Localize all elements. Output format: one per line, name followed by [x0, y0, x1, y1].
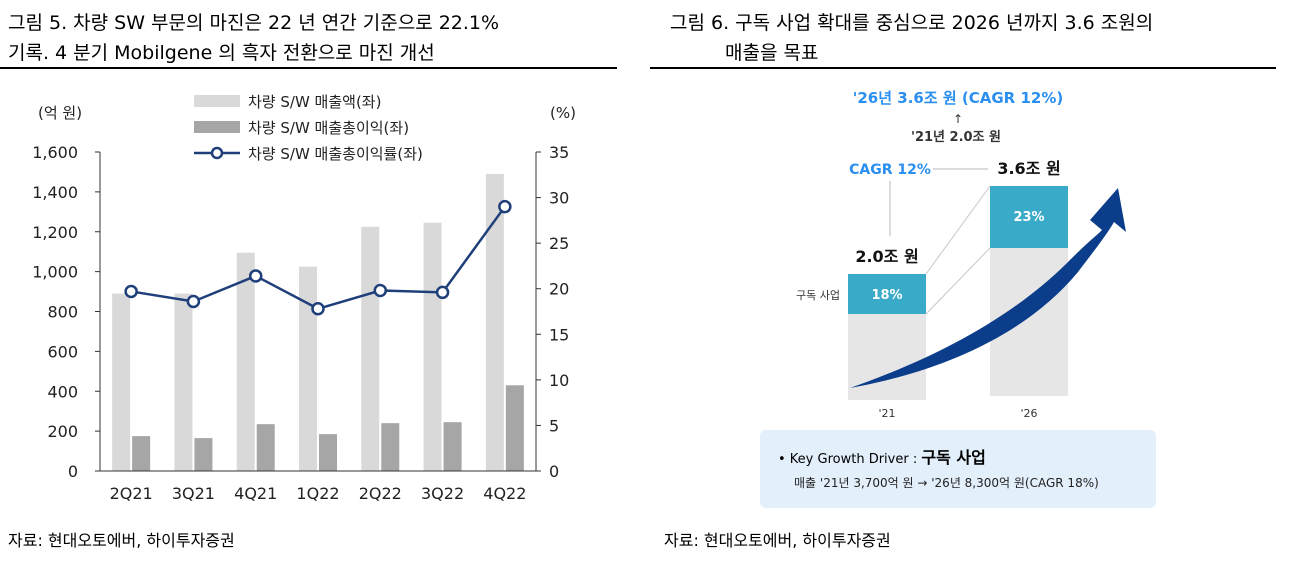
revenue-bar-2Q21 [112, 293, 131, 471]
key-growth-driver-box: • Key Growth Driver : 구독 사업 매출 '21년 3,70… [760, 430, 1156, 508]
left-tick-label: 1,600 [32, 143, 78, 162]
bar-group [112, 173, 524, 471]
legend-label-revenue: 차량 S/W 매출액(좌) [248, 93, 381, 111]
margin-point-3Q22 [435, 285, 450, 300]
x-tick-label-4Q22: 4Q22 [483, 484, 526, 503]
growth-driver-line: • Key Growth Driver : 구독 사업 [778, 444, 986, 468]
revenue-bar-4Q21 [236, 252, 255, 471]
gross-profit-bar-3Q22 [443, 422, 462, 471]
growth-driver-name: 구독 사업 [921, 448, 986, 467]
sw-margin-chart: 2Q21 3Q21 4Q21 1Q22 2Q22 3Q22 4Q22020040060080… [32, 93, 576, 503]
bar-2021-total [848, 314, 926, 400]
total-2026-label: 3.6조 원 [997, 159, 1060, 178]
year-2021-label: '21 [878, 407, 895, 420]
bar-2026-subscription [990, 186, 1068, 248]
gross-profit-bar-2Q22 [381, 423, 400, 471]
axes-group: 2Q21 3Q21 4Q21 1Q22 2Q22 3Q22 4Q22020040060080… [32, 143, 569, 503]
total-2021-label: 2.0조 원 [855, 247, 918, 266]
legend: 차량 S/W 매출액(좌) 차량 S/W 매출총이익(좌) 차량 S/W 매출총… [194, 93, 423, 163]
left-tick-label: 400 [47, 382, 78, 401]
growth-driver-prefix: • Key Growth Driver : [778, 452, 918, 467]
left-title-line2: 기록. 4 분기 Mobilgene 의 흑자 전환으로 마진 개선 [8, 42, 435, 64]
revenue-bar-2Q22 [361, 226, 380, 471]
left-tick-label: 1,200 [32, 223, 78, 242]
revenue-bar-3Q21 [174, 293, 193, 471]
cagr-label: CAGR 12% [849, 162, 931, 178]
right-title-rule [650, 67, 1276, 69]
legend-label-margin: 차량 S/W 매출총이익률(좌) [248, 145, 423, 163]
revenue-bar-3Q22 [423, 222, 442, 471]
left-tick-label: 800 [47, 303, 78, 322]
legend-label-gross-profit: 차량 S/W 매출총이익(좌) [248, 119, 409, 137]
right-title-line1: 그림 6. 구독 사업 확대를 중심으로 2026 년까지 3.6 조원의 [670, 12, 1154, 34]
up-arrow-icon: ↑ [953, 112, 963, 126]
right-tick-label: 35 [549, 143, 569, 162]
left-figure-title: 그림 5. 차량 SW 부문의 마진은 22 년 연간 기준으로 22.1% 기… [8, 8, 499, 68]
margin-point-4Q21 [248, 269, 263, 283]
right-tick-label: 5 [549, 416, 559, 435]
left-source-note: 자료: 현대오토에버, 하이투자증권 [8, 531, 235, 550]
revenue-bar-1Q22 [299, 266, 317, 471]
legend-swatch-margin-marker [210, 146, 224, 160]
margin-point-2Q22 [373, 283, 388, 298]
segment-label: 구독 사업 [796, 289, 840, 302]
connector-top [925, 185, 991, 275]
x-tick-label-2Q22: 2Q22 [359, 484, 402, 503]
right-tick-label: 25 [549, 234, 569, 253]
bar-2021-subscription [848, 274, 926, 314]
left-tick-label: 1,000 [32, 263, 78, 282]
right-tick-label: 15 [549, 325, 569, 344]
connector-bottom [925, 247, 991, 315]
right-figure-title: 그림 6. 구독 사업 확대를 중심으로 2026 년까지 3.6 조원의 매출… [670, 8, 1153, 68]
x-tick-label-4Q21: 4Q21 [234, 484, 277, 503]
revenue-bar-4Q22 [485, 173, 504, 471]
gross-profit-bar-4Q21 [256, 424, 275, 471]
left-title-line1: 그림 5. 차량 SW 부문의 마진은 22 년 연간 기준으로 22.1% [8, 12, 500, 34]
left-figure-panel: 그림 5. 차량 SW 부문의 마진은 22 년 연간 기준으로 22.1% 기… [0, 0, 620, 562]
legend-swatch-revenue [194, 95, 240, 107]
right-figure-panel: 그림 6. 구독 사업 확대를 중심으로 2026 년까지 3.6 조원의 매출… [650, 0, 1276, 562]
target-subheadline: '21년 2.0조 원 [911, 130, 1001, 145]
margin-line-group [124, 199, 512, 316]
gross-profit-bar-1Q22 [319, 434, 337, 471]
left-title-rule [0, 67, 617, 69]
margin-point-1Q22 [311, 302, 325, 316]
left-tick-label: 1,400 [32, 183, 78, 202]
gross-profit-bar-2Q21 [132, 436, 151, 471]
right-axis-unit: (%) [550, 104, 576, 122]
left-tick-label: 200 [47, 422, 78, 441]
left-tick-label: 0 [68, 462, 78, 481]
margin-point-4Q22 [498, 199, 512, 214]
x-tick-label-3Q22: 3Q22 [421, 484, 464, 503]
right-source-note: 자료: 현대오토에버, 하이투자증권 [664, 531, 891, 550]
gross-profit-bar-4Q22 [505, 385, 524, 471]
x-tick-label-2Q21: 2Q21 [110, 484, 153, 503]
right-tick-label: 0 [549, 462, 559, 481]
share-2021-label: 18% [871, 288, 902, 303]
target-headline: '26년 3.6조 원 (CAGR 12%) [853, 89, 1063, 107]
margin-point-2Q21 [124, 284, 138, 299]
left-axis-unit: (억 원) [38, 104, 82, 122]
x-tick-label-3Q21: 3Q21 [172, 484, 215, 503]
right-tick-label: 10 [549, 371, 569, 390]
growth-driver-detail: 매출 '21년 3,700억 원 → '26년 8,300억 원(CAGR 18… [794, 476, 1099, 490]
left-tick-label: 600 [47, 342, 78, 361]
year-2026-label: '26 [1020, 407, 1037, 420]
x-tick-label-1Q22: 1Q22 [296, 484, 339, 503]
legend-swatch-gross-profit [194, 121, 240, 133]
gross-profit-bar-3Q21 [194, 438, 213, 471]
right-tick-label: 30 [549, 189, 569, 208]
subscription-target-chart: '26년 3.6조 원 (CAGR 12%) ↑ '21년 2.0조 원 CAG… [796, 89, 1126, 420]
right-tick-label: 20 [549, 280, 569, 299]
share-2026-label: 23% [1013, 210, 1044, 225]
margin-point-3Q21 [186, 294, 201, 309]
right-title-line2: 매출을 목표 [725, 42, 819, 64]
